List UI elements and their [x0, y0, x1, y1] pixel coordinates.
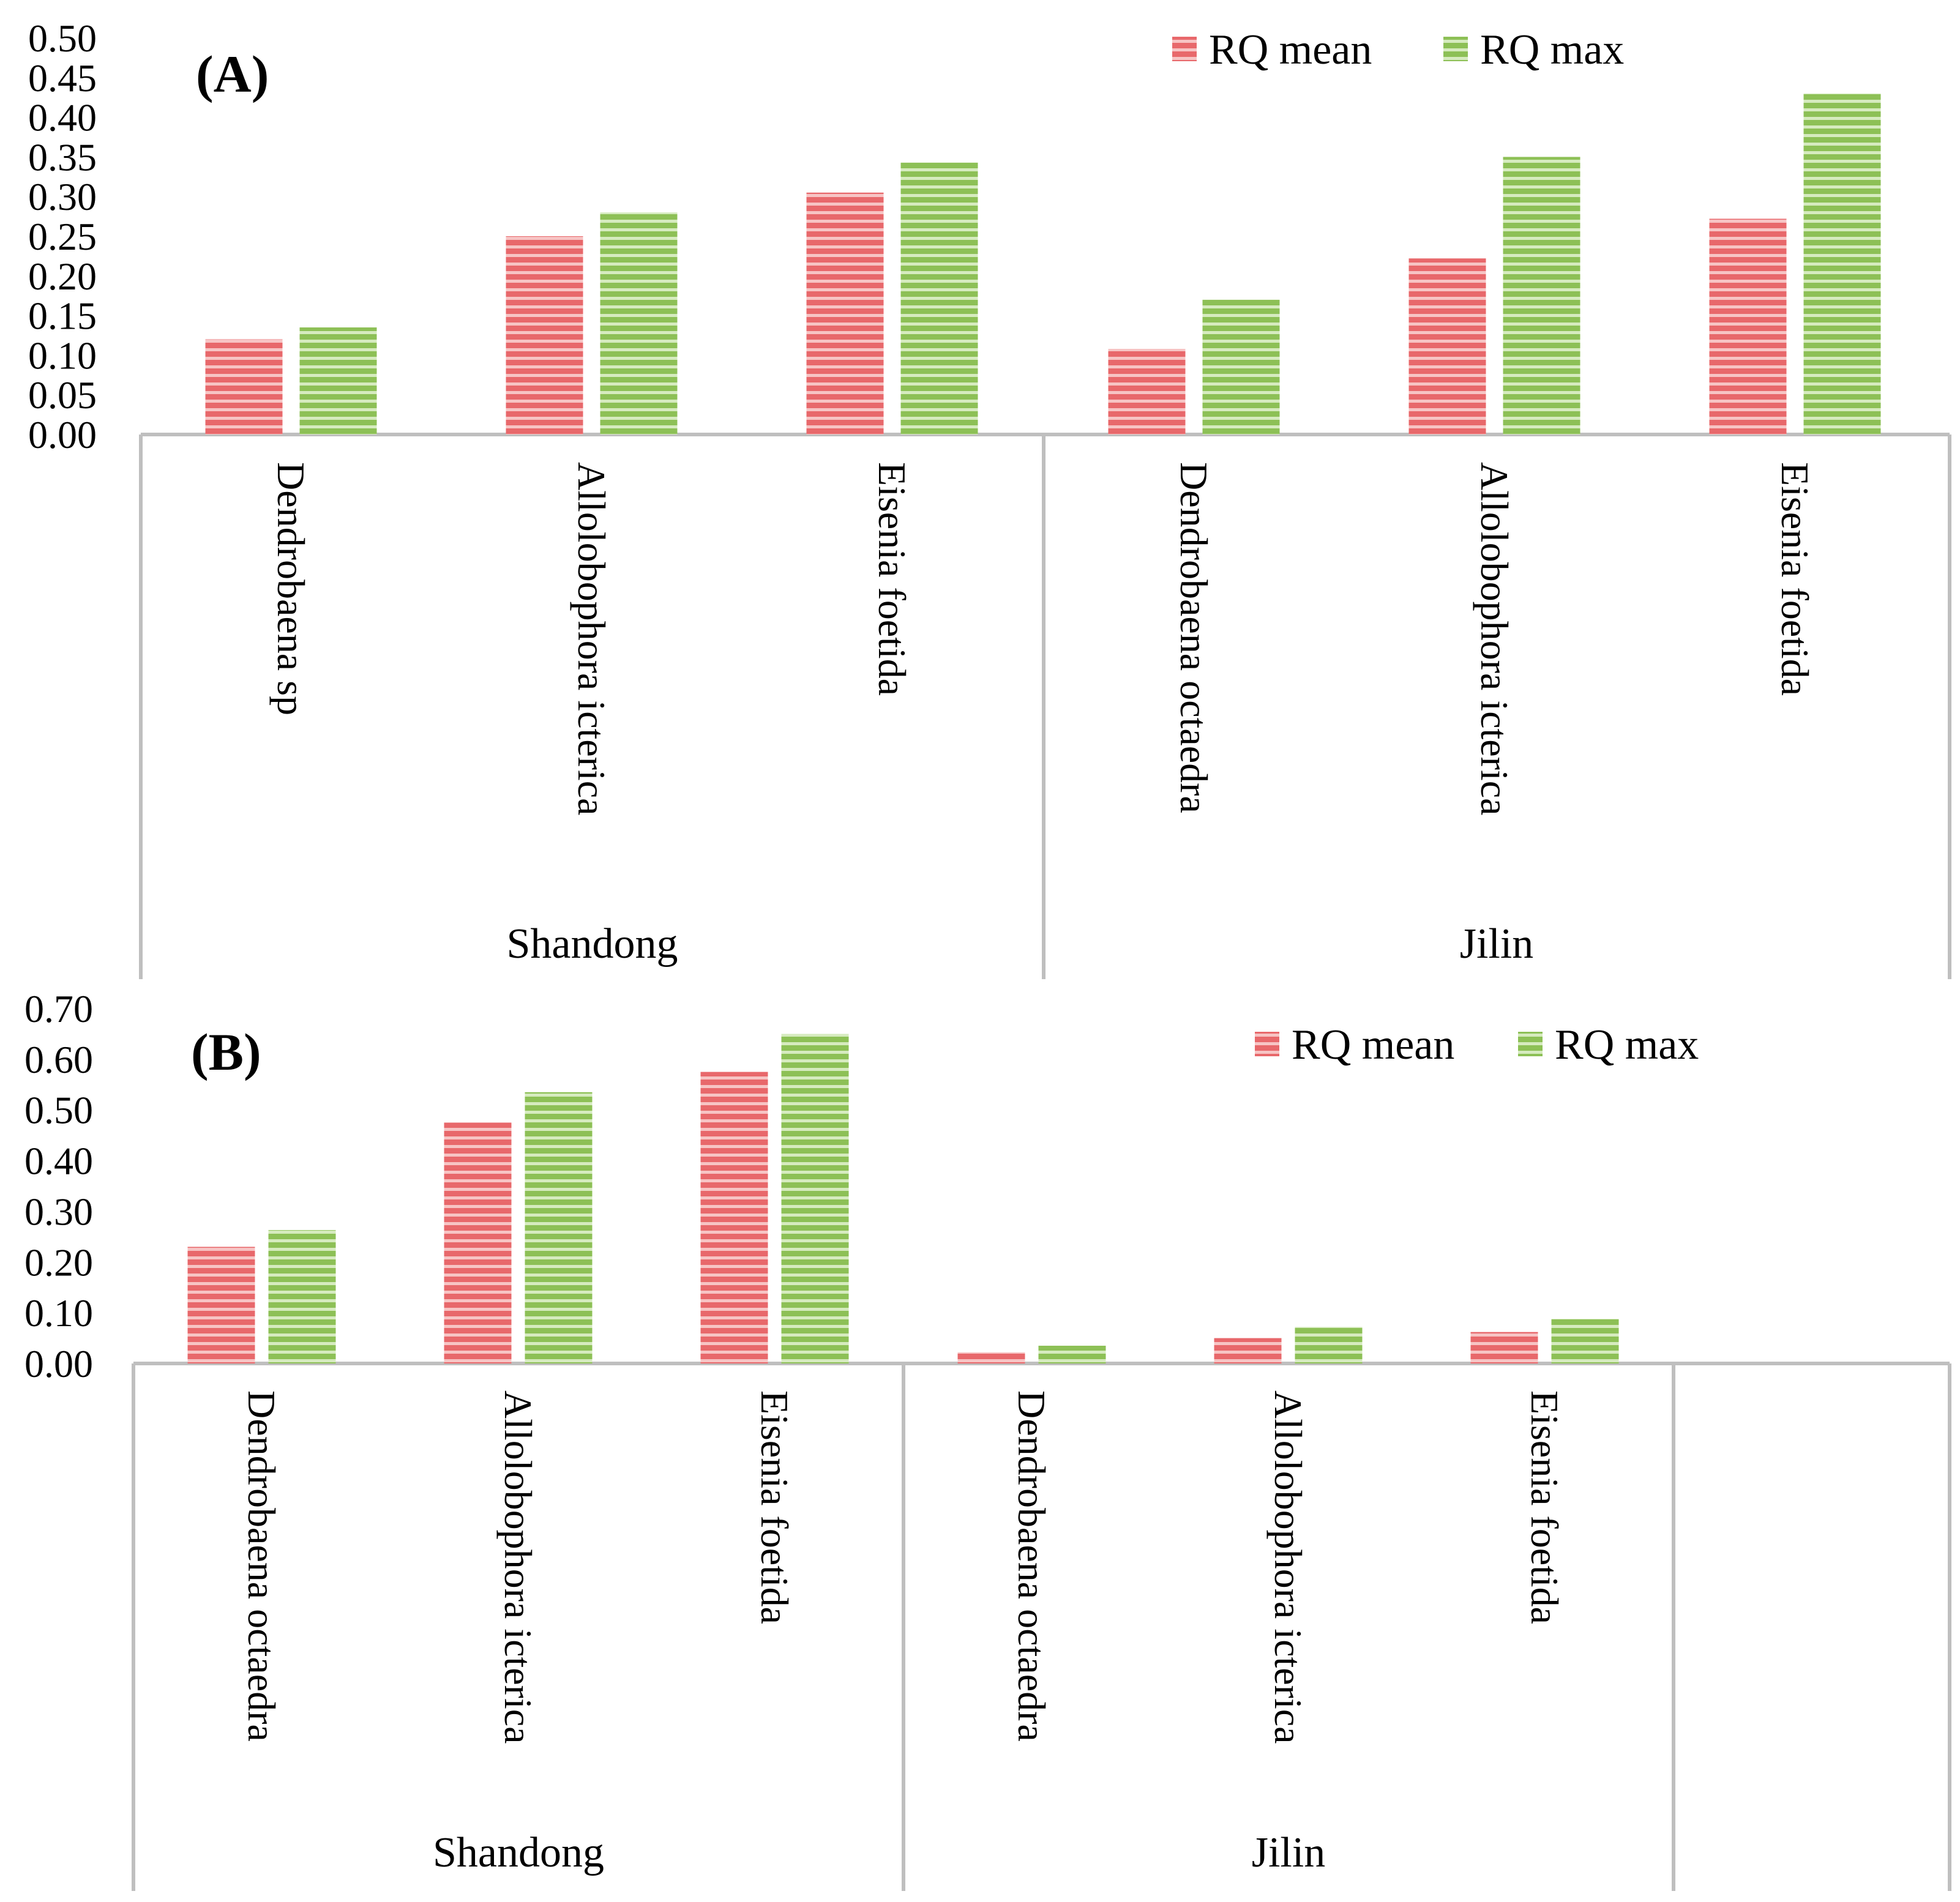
bar-rq-max: [1551, 1319, 1619, 1363]
bar-rq-mean: [187, 1247, 255, 1363]
bar-rq-mean: [444, 1122, 512, 1363]
x-category-label: Eisenia foetida: [1523, 1390, 1566, 1624]
y-tick-label: 0.40: [24, 1139, 93, 1183]
legend-swatch-rq-max: [1518, 1032, 1543, 1056]
bar-rq-mean: [506, 236, 583, 434]
bar-rq-max: [1295, 1327, 1363, 1363]
bar-rq-mean: [1709, 218, 1787, 434]
x-category-label: Dendrobaena octaedra: [1010, 1390, 1053, 1742]
x-category-label: Allolobophora icterica: [1473, 462, 1516, 816]
bar-rq-max: [299, 327, 377, 434]
y-tick-label: 0.10: [28, 334, 97, 377]
group-label: Shandong: [507, 920, 678, 968]
bar-rq-max: [1503, 157, 1580, 434]
group-label: Shandong: [433, 1829, 604, 1876]
bar-rq-mean: [806, 192, 884, 434]
panel-b-chart: 0.00 0.10 0.20 0.30 0.40 0.50 0.60 0.70 Dendroba…: [24, 987, 1951, 1891]
x-category-label: Dendrobaena octaedra: [240, 1390, 283, 1742]
legend-swatch-rq-max: [1443, 37, 1468, 61]
y-tick-label: 0.15: [28, 294, 97, 338]
group-label: Jilin: [1460, 920, 1534, 968]
bar-rq-max: [525, 1092, 593, 1363]
legend-label-rq-max: RQ max: [1555, 1021, 1699, 1068]
bar-rq-mean: [1108, 349, 1186, 434]
panel-label: (B): [191, 1023, 261, 1081]
x-category-label: Allolobophora icterica: [496, 1390, 540, 1744]
panel-label: (A): [196, 45, 269, 103]
bar-rq-max: [268, 1230, 336, 1363]
bar-rq-max: [900, 162, 978, 434]
bar-rq-max: [600, 212, 678, 434]
bar-rq-max: [1202, 299, 1280, 434]
legend-label-rq-mean: RQ mean: [1292, 1021, 1454, 1068]
legend-swatch-rq-mean: [1172, 37, 1197, 61]
y-tick-label: 0.70: [24, 987, 93, 1031]
y-tick-label: 0.40: [28, 96, 97, 140]
y-tick-label: 0.10: [24, 1291, 93, 1335]
bar-rq-mean: [1214, 1338, 1282, 1363]
bar-rq-max: [781, 1034, 849, 1363]
bar-rq-mean: [205, 339, 283, 434]
legend-label-rq-mean: RQ mean: [1209, 26, 1372, 73]
bar-rq-max: [1038, 1346, 1106, 1363]
x-category-label: Allolobophora icterica: [1266, 1390, 1310, 1744]
x-category-label: Eisenia foetida: [1773, 462, 1817, 696]
y-tick-label: 0.30: [24, 1190, 93, 1233]
y-tick-label: 0.00: [24, 1342, 93, 1385]
y-tick-label: 0.05: [28, 373, 97, 417]
x-category-label: Eisenia foetida: [870, 462, 914, 696]
bar-rq-max: [1803, 93, 1881, 435]
bar-rq-mean: [1470, 1332, 1538, 1363]
bar-rq-mean: [957, 1352, 1025, 1363]
y-tick-label: 0.50: [28, 17, 97, 60]
legend-swatch-rq-mean: [1255, 1032, 1279, 1056]
y-tick-label: 0.20: [28, 255, 97, 298]
y-tick-label: 0.45: [28, 56, 97, 100]
y-tick-label: 0.00: [28, 413, 97, 457]
panel-a-chart: 0.000.050.100.150.200.250.300.350.400.45…: [28, 17, 1951, 979]
y-tick-label: 0.60: [24, 1038, 93, 1081]
y-tick-label: 0.30: [28, 175, 97, 218]
y-tick-label: 0.20: [24, 1240, 93, 1284]
x-category-label: Eisenia foetida: [753, 1390, 796, 1624]
legend-label-rq-max: RQ max: [1480, 26, 1624, 73]
bar-rq-mean: [1408, 258, 1486, 434]
y-tick-label: 0.25: [28, 215, 97, 258]
bar-rq-mean: [700, 1072, 768, 1363]
x-category-label: Dendrobaena sp: [269, 462, 313, 715]
y-tick-label: 0.35: [28, 135, 97, 179]
y-tick-label: 0.50: [24, 1089, 93, 1132]
group-label: Jilin: [1252, 1829, 1326, 1876]
x-category-label: Allolobophora icterica: [570, 462, 613, 816]
x-category-label: Dendrobaena octaedra: [1172, 462, 1216, 813]
